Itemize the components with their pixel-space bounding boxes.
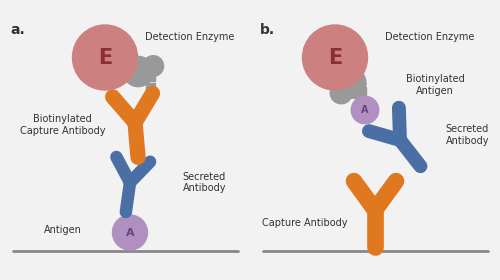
Text: b.: b. [260,22,275,36]
Text: Capture Antibody: Capture Antibody [262,218,348,227]
Circle shape [330,82,352,104]
Text: Antigen: Antigen [44,225,82,235]
Text: Secreted
Antibody: Secreted Antibody [182,172,226,193]
Text: Detection Enzyme: Detection Enzyme [146,32,234,43]
FancyBboxPatch shape [146,83,156,92]
Circle shape [351,96,379,124]
FancyBboxPatch shape [354,87,366,98]
Text: A: A [126,227,134,237]
Text: Secreted
Antibody: Secreted Antibody [446,124,489,146]
Text: Biotinylated
Antigen: Biotinylated Antigen [406,74,464,96]
Text: Detection Enzyme: Detection Enzyme [386,32,474,43]
Circle shape [72,25,138,90]
Text: A: A [361,105,369,115]
Text: a.: a. [10,22,25,36]
Circle shape [123,56,153,87]
Circle shape [112,215,148,250]
Circle shape [336,68,366,98]
Text: Biotinylated
Capture Antibody: Biotinylated Capture Antibody [20,114,105,136]
FancyBboxPatch shape [144,70,154,81]
Circle shape [143,56,164,76]
Text: E: E [98,48,112,67]
Circle shape [302,25,368,90]
Text: E: E [328,48,342,67]
